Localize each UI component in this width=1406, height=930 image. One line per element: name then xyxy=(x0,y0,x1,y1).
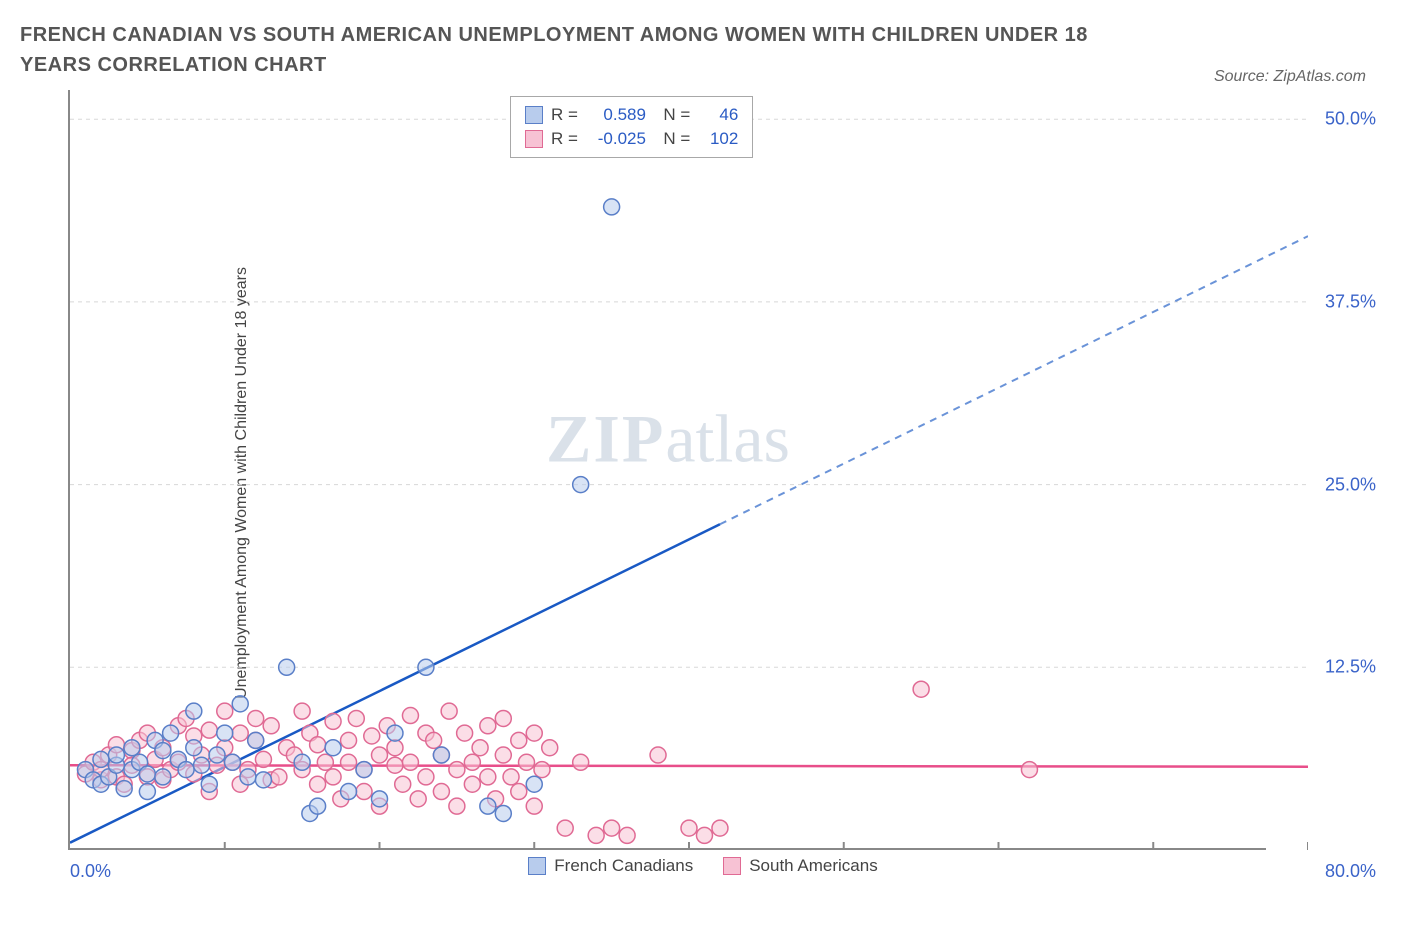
swatch-blue-icon xyxy=(525,106,543,124)
swatch-pink-icon xyxy=(723,857,741,875)
y-tick-label: 12.5% xyxy=(1325,657,1376,678)
source-attribution: Source: ZipAtlas.com xyxy=(1214,68,1366,86)
y-tick-label: 25.0% xyxy=(1325,474,1376,495)
bottom-legend: French Canadians South Americans xyxy=(20,856,1386,876)
swatch-blue-icon xyxy=(528,857,546,875)
stats-row-pink: R = -0.025 N = 102 xyxy=(525,127,738,151)
chart-area: Unemployment Among Women with Children U… xyxy=(20,90,1386,876)
legend-item: South Americans xyxy=(723,856,878,876)
stats-row-blue: R = 0.589 N = 46 xyxy=(525,103,738,127)
x-tick-label: 80.0% xyxy=(1325,861,1376,882)
scatter-plot-svg xyxy=(70,90,1308,850)
legend-item: French Canadians xyxy=(528,856,693,876)
plot-container: ZIPatlas R = 0.589 N = 46 R = -0.025 N =… xyxy=(68,90,1266,850)
x-tick-label: 0.0% xyxy=(70,861,111,882)
chart-title: FRENCH CANADIAN VS SOUTH AMERICAN UNEMPL… xyxy=(20,20,1120,80)
y-tick-label: 50.0% xyxy=(1325,109,1376,130)
stats-legend-box: R = 0.589 N = 46 R = -0.025 N = 102 xyxy=(510,96,753,158)
swatch-pink-icon xyxy=(525,130,543,148)
y-tick-label: 37.5% xyxy=(1325,291,1376,312)
